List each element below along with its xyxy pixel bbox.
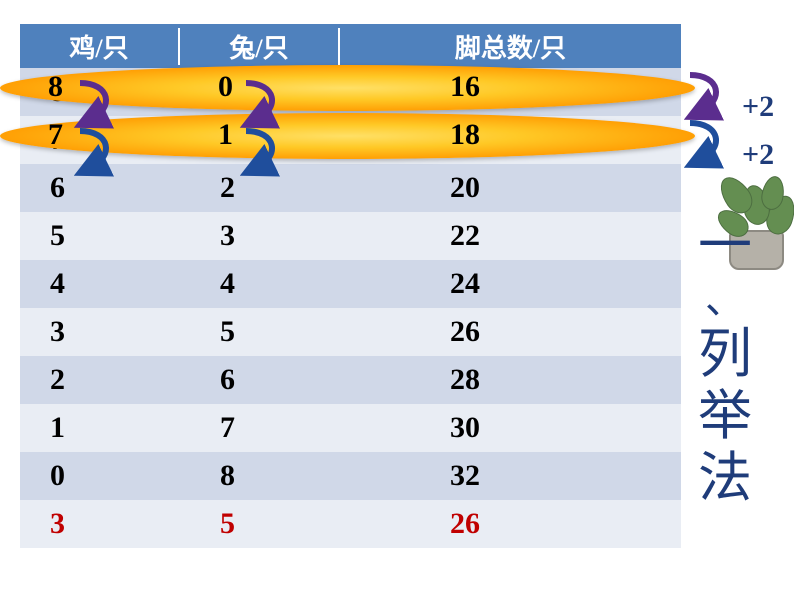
table-row: 5 3 22 — [20, 212, 681, 260]
vlabel-char: 举 — [690, 385, 760, 447]
cell-rabbit: 4 — [180, 267, 340, 301]
table-row: 2 6 28 — [20, 356, 681, 404]
cell-feet: 28 — [340, 363, 681, 397]
header-feet: 脚总数/只 — [340, 28, 681, 65]
cell-chicken: 0 — [20, 459, 180, 493]
cell-feet: 22 — [340, 219, 681, 253]
cell-rabbit: 6 — [180, 363, 340, 397]
overlay-feet-18: 18 — [450, 118, 480, 152]
table-row: 4 4 24 — [20, 260, 681, 308]
cell-feet: 32 — [340, 459, 681, 493]
vlabel-char: 列 — [690, 323, 760, 385]
table-row: 0 8 32 — [20, 452, 681, 500]
answer-rabbit: 5 — [180, 507, 340, 541]
cell-feet: 30 — [340, 411, 681, 445]
table-header: 鸡/只 兔/只 脚总数/只 — [20, 24, 681, 68]
cell-rabbit: 8 — [180, 459, 340, 493]
header-chicken: 鸡/只 — [20, 28, 180, 65]
vlabel-char: 、 — [690, 277, 760, 323]
table-row: 3 5 26 — [20, 308, 681, 356]
cell-chicken: 2 — [20, 363, 180, 397]
overlay-rabbit-1: 1 — [218, 118, 233, 152]
overlay-rabbit-0: 0 — [218, 70, 233, 104]
cell-feet: 26 — [340, 315, 681, 349]
vlabel-char: 法 — [690, 447, 760, 509]
overlay-chicken-8: 8 — [48, 70, 63, 104]
answer-chicken: 3 — [20, 507, 180, 541]
overlay-feet-16: 16 — [450, 70, 480, 104]
header-rabbit: 兔/只 — [180, 28, 340, 65]
cell-feet: 20 — [340, 171, 681, 205]
cell-rabbit: 3 — [180, 219, 340, 253]
answer-feet: 26 — [340, 507, 681, 541]
cell-chicken: 3 — [20, 315, 180, 349]
cell-feet: 24 — [340, 267, 681, 301]
cell-chicken: 5 — [20, 219, 180, 253]
table-row: 1 7 30 — [20, 404, 681, 452]
cell-chicken: 1 — [20, 411, 180, 445]
arrow-rabbit-2 — [236, 126, 296, 186]
annotation-plus2-a: +2 — [742, 90, 774, 124]
arrow-chicken-2 — [70, 126, 130, 186]
arrow-feet-2 — [680, 118, 740, 178]
cell-rabbit: 7 — [180, 411, 340, 445]
cell-rabbit: 5 — [180, 315, 340, 349]
method-title-vertical: 一 、 列 举 法 — [690, 215, 760, 509]
annotation-plus2-b: +2 — [742, 138, 774, 172]
overlay-chicken-7: 7 — [48, 118, 63, 152]
cell-chicken: 4 — [20, 267, 180, 301]
table-answer-row: 3 5 26 — [20, 500, 681, 548]
vlabel-char: 一 — [690, 215, 760, 277]
